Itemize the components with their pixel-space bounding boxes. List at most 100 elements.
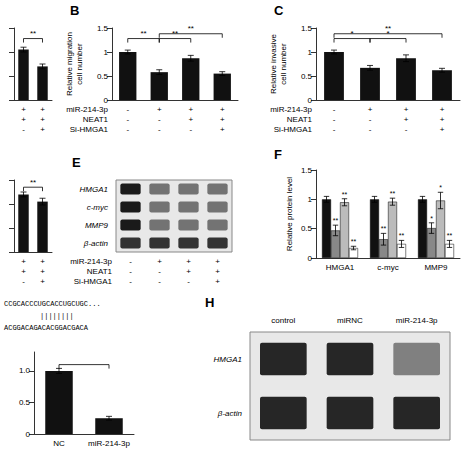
svg-text:miRNC: miRNC: [337, 316, 363, 325]
svg-text:1.5: 1.5: [301, 24, 313, 33]
svg-text:**: **: [381, 225, 387, 232]
svg-text:miR-214-3p: miR-214-3p: [66, 105, 108, 114]
svg-text:0.5: 0.5: [301, 224, 313, 233]
svg-text:β-actin: β-actin: [217, 409, 243, 418]
svg-text:+: +: [21, 267, 26, 276]
svg-text:control: control: [271, 316, 295, 325]
svg-text:MMP9: MMP9: [424, 263, 448, 272]
svg-text:+: +: [21, 115, 26, 124]
svg-text:-: -: [333, 115, 336, 124]
svg-text:Si-HMGA1: Si-HMGA1: [74, 277, 113, 286]
svg-text:**: **: [447, 232, 453, 239]
svg-text:-: -: [126, 125, 129, 134]
svg-text:+: +: [220, 105, 225, 114]
svg-text:-: -: [405, 125, 408, 134]
svg-text:||||||||: ||||||||: [40, 312, 74, 320]
svg-text:**: **: [385, 24, 391, 33]
svg-text:+: +: [157, 257, 162, 266]
svg-text:+: +: [220, 125, 225, 134]
svg-text:*: *: [439, 184, 442, 191]
svg-text:B: B: [70, 3, 79, 18]
svg-text:-: -: [333, 105, 336, 114]
svg-text:0.5: 0.5: [19, 398, 31, 407]
svg-text:-: -: [22, 277, 25, 286]
svg-text:+: +: [188, 115, 193, 124]
svg-text:miR-214-3p: miR-214-3p: [396, 316, 438, 325]
svg-text:-: -: [158, 115, 161, 124]
svg-text:+: +: [21, 105, 26, 114]
svg-text:Relative migration: Relative migration: [65, 32, 74, 96]
svg-text:NEAT1: NEAT1: [87, 267, 113, 276]
svg-text:+: +: [40, 105, 45, 114]
svg-text:0: 0: [26, 430, 31, 439]
svg-text:NEAT1: NEAT1: [83, 115, 109, 124]
svg-text:0.5: 0.5: [301, 72, 313, 81]
svg-text:Si-HMGA1: Si-HMGA1: [70, 125, 109, 134]
svg-text:**: **: [399, 232, 405, 239]
svg-text:c-myc: c-myc: [377, 263, 398, 272]
svg-text:-: -: [129, 277, 132, 286]
svg-text:1: 1: [308, 195, 313, 204]
svg-text:+: +: [40, 125, 45, 134]
svg-text:MMP9: MMP9: [85, 221, 109, 230]
svg-text:HMGA1: HMGA1: [214, 355, 242, 364]
svg-text:+: +: [215, 267, 220, 276]
svg-text:-: -: [158, 267, 161, 276]
svg-text:-: -: [369, 125, 372, 134]
svg-text:F: F: [274, 147, 282, 162]
svg-text:+: +: [215, 277, 220, 286]
svg-text:1.5: 1.5: [97, 24, 109, 33]
svg-text:+: +: [220, 115, 225, 124]
svg-text:c-myc: c-myc: [87, 203, 108, 212]
svg-text:-: -: [129, 257, 132, 266]
svg-text:1.0: 1.0: [19, 366, 31, 375]
svg-text:**: **: [30, 178, 36, 187]
svg-text:HMGA1: HMGA1: [80, 185, 108, 194]
svg-text:HMGA1: HMGA1: [326, 263, 355, 272]
svg-text:+: +: [186, 257, 191, 266]
svg-text:-: -: [189, 125, 192, 134]
svg-text:miR-214-3p: miR-214-3p: [70, 257, 112, 266]
svg-text:+: +: [440, 115, 445, 124]
svg-text:0: 0: [308, 96, 313, 105]
svg-text:+: +: [40, 115, 45, 124]
svg-text:-: -: [126, 105, 129, 114]
svg-text:-: -: [129, 267, 132, 276]
svg-text:0.5: 0.5: [97, 72, 109, 81]
svg-text:0: 0: [308, 254, 313, 263]
svg-text:**: **: [351, 238, 357, 245]
svg-text:+: +: [404, 115, 409, 124]
svg-text:+: +: [40, 257, 45, 266]
svg-text:NEAT1: NEAT1: [287, 115, 313, 124]
svg-text:cell number: cell number: [279, 43, 288, 85]
svg-text:**: **: [390, 190, 396, 197]
svg-text:**: **: [333, 217, 339, 224]
svg-text:**: **: [30, 29, 36, 38]
svg-text:Si-HMGA1: Si-HMGA1: [274, 125, 313, 134]
svg-text:+: +: [188, 105, 193, 114]
svg-text:H: H: [205, 295, 214, 310]
svg-text:-: -: [333, 125, 336, 134]
svg-text:miR-214-3p: miR-214-3p: [270, 105, 312, 114]
svg-text:miR-214-3p: miR-214-3p: [88, 439, 130, 448]
svg-text:NC: NC: [53, 439, 65, 448]
svg-text:CCGCACCCUGCACCUGCUGC...: CCGCACCCUGCACCUGCUGC...: [4, 300, 101, 308]
svg-text:ACGGACAGACACGGACGACA: ACGGACAGACACGGACGACA: [4, 324, 89, 332]
svg-text:+: +: [440, 125, 445, 134]
svg-text:C: C: [274, 3, 284, 18]
svg-text:-: -: [158, 125, 161, 134]
svg-text:*: *: [430, 215, 433, 222]
svg-text:+: +: [440, 105, 445, 114]
svg-text:1.5: 1.5: [301, 166, 313, 175]
svg-text:1: 1: [308, 48, 313, 57]
svg-text:+: +: [40, 277, 45, 286]
svg-text:-: -: [369, 115, 372, 124]
svg-text:0: 0: [104, 96, 109, 105]
svg-text:-: -: [22, 125, 25, 134]
svg-text:+: +: [157, 105, 162, 114]
svg-text:+: +: [368, 105, 373, 114]
svg-text:+: +: [21, 257, 26, 266]
svg-text:β-actin: β-actin: [83, 239, 109, 248]
svg-text:+: +: [215, 257, 220, 266]
svg-text:+: +: [404, 105, 409, 114]
